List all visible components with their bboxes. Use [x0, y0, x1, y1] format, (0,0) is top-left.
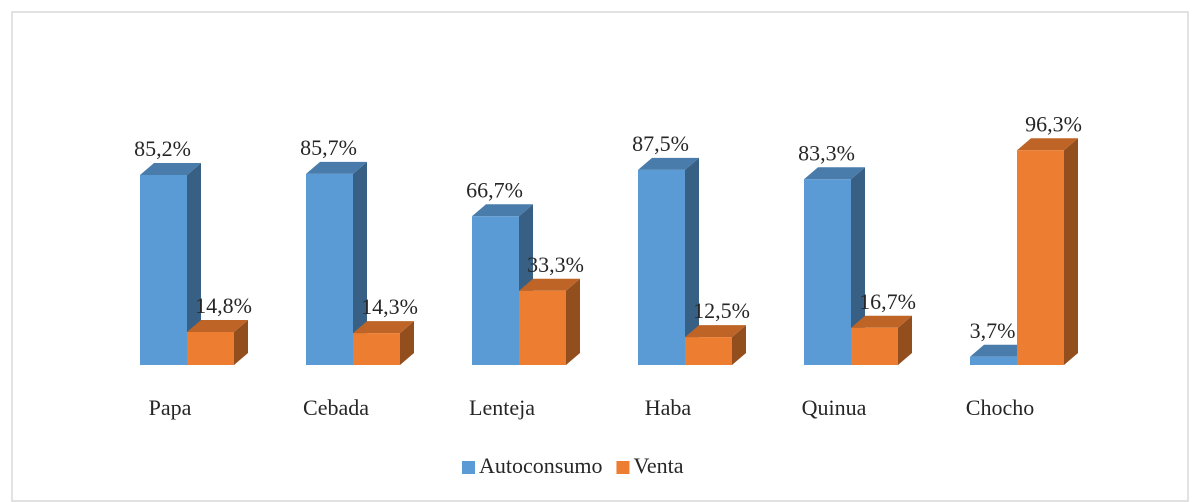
bar-side [1064, 138, 1078, 365]
value-label: 85,2% [134, 136, 191, 161]
value-label: 87,5% [632, 131, 689, 156]
x-tick-label: Chocho [966, 395, 1034, 420]
value-label: 14,8% [195, 293, 252, 318]
x-tick-label: Lenteja [469, 395, 535, 420]
legend-swatch [616, 461, 630, 474]
bar-top [851, 315, 912, 328]
bar-side [851, 167, 865, 365]
bar [851, 327, 898, 365]
bar [685, 337, 732, 365]
bar-top [472, 204, 533, 217]
value-label: 12,5% [693, 298, 750, 323]
bar-top [519, 278, 580, 291]
bar-top [187, 319, 248, 332]
bar-side [234, 319, 248, 365]
value-label: 14,3% [361, 294, 418, 319]
bar [638, 169, 685, 365]
bar [140, 175, 187, 365]
value-label: 83,3% [798, 140, 855, 165]
x-tick-label: Cebada [303, 395, 369, 420]
legend-swatch [462, 461, 475, 474]
bar-top [685, 325, 746, 338]
bar-side [732, 325, 746, 365]
bar-top [804, 167, 865, 180]
bar-top [970, 344, 1031, 357]
value-label: 85,7% [300, 135, 357, 160]
x-tick-label: Haba [645, 395, 692, 420]
legend-label: Venta [633, 453, 683, 478]
bar-side [400, 321, 414, 365]
value-label: 33,3% [527, 252, 584, 277]
bar-top [140, 163, 201, 176]
bar [472, 216, 519, 365]
x-tick-label: Papa [149, 395, 192, 420]
value-label: 16,7% [859, 289, 916, 314]
bar-side [187, 163, 201, 365]
value-label: 3,7% [970, 318, 1016, 343]
bar [519, 290, 566, 365]
bar-side [685, 157, 699, 365]
chart-border [11, 11, 1189, 502]
bar-side [898, 315, 912, 365]
bar-top [638, 157, 699, 170]
value-label: 66,7% [466, 177, 523, 202]
bar-top [306, 161, 367, 174]
x-tick-label: Quinua [802, 395, 867, 420]
bar [306, 173, 353, 365]
bar-top [1017, 138, 1078, 151]
bar [353, 333, 400, 365]
bar [187, 331, 234, 365]
bar [804, 179, 851, 365]
bar-top [353, 321, 414, 334]
bar [970, 356, 1017, 365]
bar [1017, 150, 1064, 365]
legend-label: Autoconsumo [479, 453, 602, 478]
bar-side [353, 161, 367, 365]
bar-side [566, 278, 580, 365]
value-label: 96,3% [1025, 111, 1082, 136]
